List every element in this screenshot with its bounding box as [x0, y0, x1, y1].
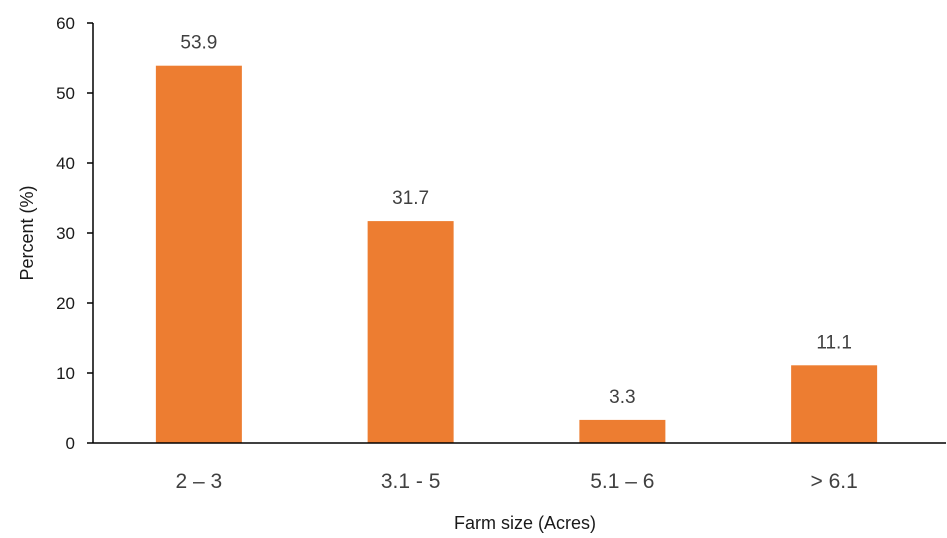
y-tick-label: 40 — [56, 154, 75, 173]
data-label: 31.7 — [392, 188, 429, 209]
x-axis-title: Farm size (Acres) — [454, 513, 596, 533]
y-tick-label: 60 — [56, 14, 75, 33]
data-label: 3.3 — [609, 387, 635, 408]
y-tick-label: 20 — [56, 294, 75, 313]
bar — [579, 419, 666, 443]
y-axis-title: Percent (%) — [17, 185, 37, 280]
x-tick-label: 2 – 3 — [176, 470, 223, 493]
bar — [155, 65, 242, 443]
x-tick-label: 5.1 – 6 — [590, 470, 654, 493]
y-tick-label: 50 — [56, 84, 75, 103]
x-tick-label: 3.1 - 5 — [381, 470, 441, 493]
bars: 53.9 31.7 3.3 11.1 — [155, 33, 878, 443]
y-tick-label: 30 — [56, 224, 75, 243]
bar — [791, 365, 878, 443]
x-axis: 2 – 3 3.1 - 5 5.1 – 6 > 6.1 — [93, 442, 946, 493]
y-axis: 0 10 20 30 40 50 60 — [56, 14, 94, 453]
data-label: 11.1 — [816, 332, 852, 353]
y-tick-label: 10 — [56, 364, 75, 383]
y-tick-label: 0 — [66, 434, 75, 453]
x-tick-label: > 6.1 — [810, 470, 857, 493]
data-label: 53.9 — [180, 33, 217, 54]
bar — [367, 221, 454, 443]
